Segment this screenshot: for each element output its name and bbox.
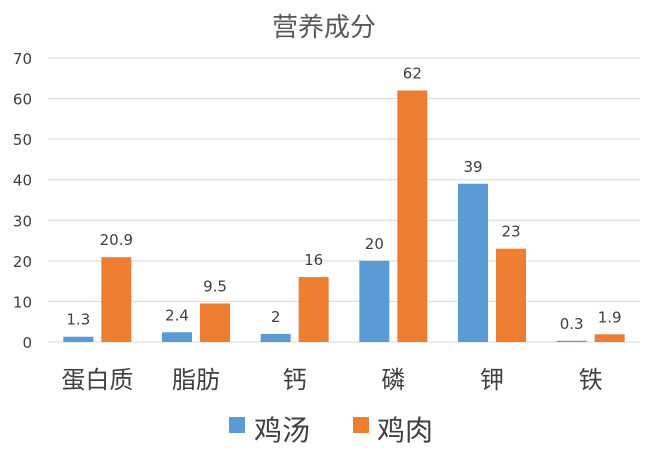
y-tick-label: 70: [13, 50, 32, 68]
bar-鸡肉-钾: [496, 248, 526, 342]
data-label-鸡肉-铁: 1.9: [598, 308, 622, 326]
data-label-鸡肉-钙: 16: [304, 251, 323, 269]
data-label-鸡汤-钙: 2: [271, 308, 281, 326]
legend-swatch-鸡汤: [229, 417, 245, 433]
y-tick-label: 0: [22, 334, 32, 352]
x-tick-label-磷: 磷: [381, 366, 405, 394]
y-tick-label: 20: [13, 253, 32, 271]
data-label-鸡肉-蛋白质: 20.9: [100, 231, 133, 249]
bar-鸡肉-脂肪: [200, 303, 230, 342]
data-label-鸡汤-铁: 0.3: [560, 315, 584, 333]
data-label-鸡汤-蛋白质: 1.3: [66, 311, 90, 329]
bar-鸡肉-磷: [397, 90, 428, 342]
x-tick-label-蛋白质: 蛋白质: [61, 366, 133, 394]
bar-鸡汤-蛋白质: [63, 336, 94, 342]
y-axis-ticks: 0 10 20 30 40 50 60 70: [13, 50, 32, 352]
bar-鸡汤-磷: [359, 260, 390, 342]
y-tick-label: 40: [13, 172, 32, 190]
bar-鸡汤-钾: [458, 183, 488, 342]
x-tick-label-钾: 钾: [480, 366, 504, 394]
data-labels: 1.3 20.9 2.4 9.5 2 16 20 62 39 23 0.3 1.9: [66, 64, 621, 332]
legend-swatch-鸡肉: [353, 417, 369, 433]
y-tick-label: 60: [13, 91, 32, 109]
legend: 鸡汤 鸡肉: [229, 414, 433, 447]
bars: [63, 90, 625, 342]
data-label-鸡肉-脂肪: 9.5: [203, 277, 227, 295]
x-tick-label-钙: 钙: [283, 366, 307, 394]
x-tick-label-铁: 铁: [579, 366, 603, 394]
legend-label-鸡肉: 鸡肉: [377, 414, 433, 447]
chart-title: 营养成分: [272, 13, 376, 43]
bar-鸡汤-铁: [556, 340, 587, 342]
data-label-鸡肉-磷: 62: [403, 64, 422, 82]
x-tick-label-脂肪: 脂肪: [172, 366, 220, 394]
bar-鸡汤-脂肪: [162, 332, 192, 342]
bar-鸡汤-钙: [260, 333, 291, 342]
bar-鸡肉-铁: [594, 334, 625, 342]
data-label-鸡汤-钾: 39: [463, 158, 482, 176]
legend-label-鸡汤: 鸡汤: [254, 414, 310, 447]
grid-lines: [48, 57, 640, 343]
data-label-鸡肉-钾: 23: [501, 223, 520, 241]
bar-鸡肉-钙: [298, 277, 329, 342]
y-tick-label: 30: [13, 212, 32, 230]
y-tick-label: 50: [13, 131, 32, 149]
x-axis-ticks: 蛋白质 脂肪 钙 磷 钾 铁: [61, 366, 602, 394]
data-label-鸡汤-磷: 20: [365, 235, 384, 253]
data-label-鸡汤-脂肪: 2.4: [165, 306, 189, 324]
bar-鸡肉-蛋白质: [101, 257, 132, 342]
y-tick-label: 10: [13, 293, 32, 311]
